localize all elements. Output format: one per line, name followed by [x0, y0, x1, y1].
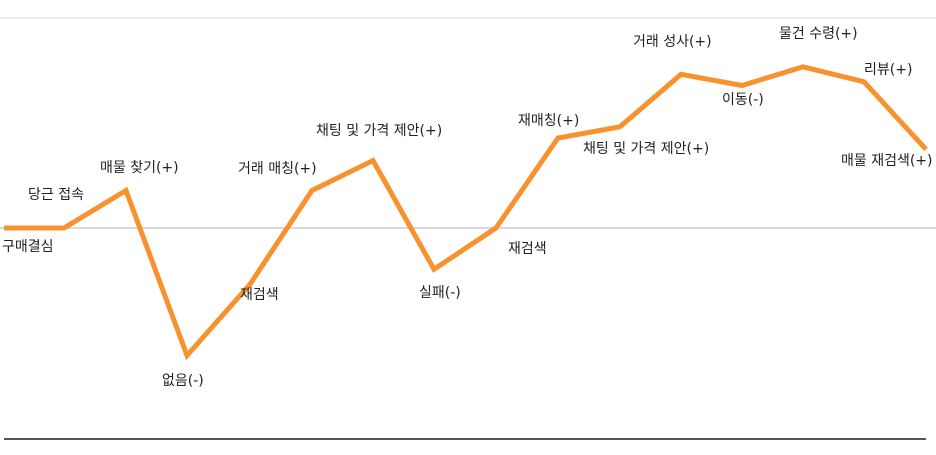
series-line	[4, 64, 928, 361]
data-label: 이동(-)	[722, 92, 764, 108]
data-label: 채팅 및 가격 제안(+)	[583, 141, 709, 157]
data-label: 물건 수령(+)	[779, 26, 858, 42]
data-label: 채팅 및 가격 제안(+)	[316, 123, 442, 139]
data-label: 없음(-)	[162, 373, 204, 389]
data-label: 재검색	[240, 287, 279, 303]
label-layer: 구매결심 당근 접속 매물 찾기(+) 없음(-) 재검색 거래 매칭(+) 채팅 및 가격…	[2, 26, 933, 389]
data-label: 당근 접속	[28, 187, 84, 203]
data-label: 실패(-)	[419, 285, 461, 301]
data-label: 구매결심	[2, 239, 54, 255]
data-label: 매물 재검색(+)	[841, 153, 933, 169]
data-label: 재검색	[508, 241, 547, 257]
data-label: 매물 찾기(+)	[100, 160, 179, 176]
data-label: 거래 성사(+)	[633, 34, 712, 50]
series-layer	[3, 64, 928, 361]
data-label: 재매칭(+)	[518, 113, 579, 129]
data-label: 거래 매칭(+)	[238, 161, 317, 177]
data-label: 리뷰(+)	[864, 62, 912, 78]
